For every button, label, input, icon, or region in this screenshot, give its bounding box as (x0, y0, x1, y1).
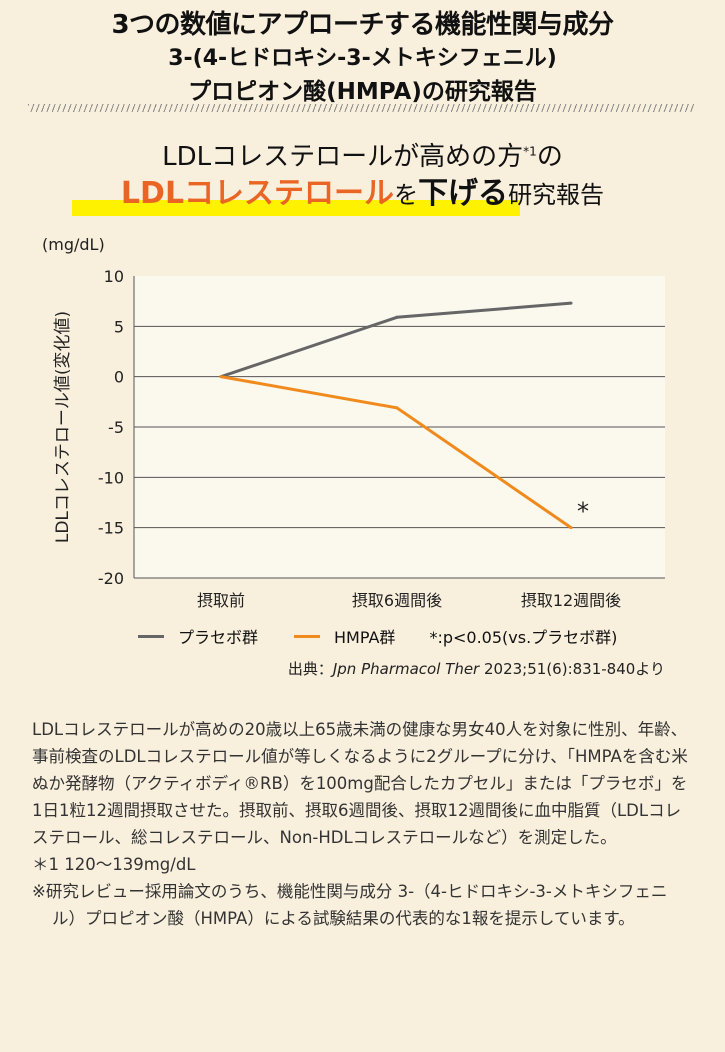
subtitle-line2: LDLコレステロールを下げる研究報告 (0, 168, 725, 212)
legend: プラセボ群 HMPA群 *:p<0.05(vs.プラセボ群) (138, 624, 617, 648)
subtitle-end: の (536, 142, 563, 172)
y-axis-title: LDLコレステロール値(変化値) (53, 311, 73, 543)
footnote-1: ＊1 120〜139mg/dL (32, 855, 196, 874)
source-prefix: 出典： (287, 660, 333, 678)
subtitle-text: LDLコレステロールが高めの方 (162, 142, 524, 172)
description-text: LDLコレステロールが高めの20歳以上65歳未満の健康な男女40人を対象に性別、… (32, 720, 688, 847)
subtitle-bold: 下げる (418, 176, 509, 211)
highlight-text: LDLコレステロール (120, 176, 395, 211)
subtitle-mid: を (394, 181, 419, 209)
significance-marker: * (577, 498, 589, 526)
data-point (219, 375, 223, 379)
title-line2: 3-(4-ヒドロキシ-3-メトキシフェニル) (168, 46, 557, 71)
legend-placebo: プラセボ群 (178, 628, 259, 647)
source: 出典：Jpn Pharmacol Ther 2023;51(6):831-840… (288, 658, 665, 679)
y-tick-label: 10 (104, 267, 124, 286)
y-tick-label: -5 (108, 418, 124, 437)
data-point (569, 526, 573, 530)
y-tick-label: -15 (98, 519, 124, 538)
title-line3: プロピオン酸(HMPA)の研究報告 (188, 79, 537, 105)
y-tick-label: 5 (114, 317, 124, 336)
title-line1: 3つの数値にアプローチする機能性関与成分 (111, 10, 614, 40)
footnote-mark: *1 (523, 144, 537, 159)
x-tick-label: 摂取6週間後 (352, 591, 442, 610)
highlight-bar (72, 200, 520, 216)
footnote-2: ※研究レビュー採用論文のうち、機能性関与成分 3-（4-ヒドロキシ-3-メトキシ… (32, 882, 668, 928)
data-point (569, 301, 573, 305)
subtitle-tail: 研究報告 (508, 181, 605, 209)
data-point (395, 315, 399, 319)
y-tick-label: -10 (98, 468, 124, 487)
y-tick-label: 0 (114, 368, 124, 387)
legend-swatch-hmpa (294, 634, 321, 638)
subtitle-line1: LDLコレステロールが高めの方*1の (0, 136, 725, 173)
legend-hmpa: HMPA群 (334, 628, 396, 647)
x-tick-label: 摂取12週間後 (521, 591, 621, 610)
data-point (395, 406, 399, 410)
significance-note: *:p<0.05(vs.プラセボ群) (429, 628, 618, 647)
y-tick-label: -20 (98, 569, 124, 588)
hatched-divider (28, 104, 694, 112)
description: LDLコレステロールが高めの20歳以上65歳未満の健康な男女40人を対象に性別、… (32, 716, 692, 932)
line-chart: 10 5 0 -5 -10 -15 -20 (mg/dL) LDLコレステロール値(変化値) 摂取… (42, 235, 665, 610)
source-rest: 2023;51(6):831-840より (479, 660, 665, 678)
y-unit: (mg/dL) (42, 235, 105, 254)
legend-swatch-placebo (138, 634, 164, 638)
x-tick-label: 摂取前 (197, 591, 245, 610)
source-journal: Jpn Pharmacol Ther (332, 660, 480, 678)
